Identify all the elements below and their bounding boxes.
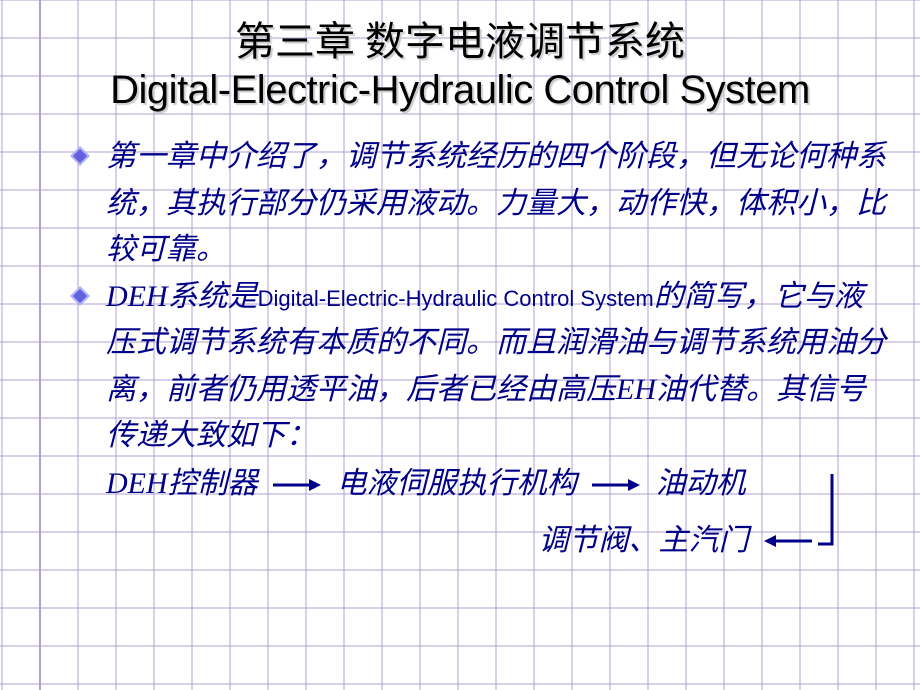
flow-node-servo: 电液伺服执行机构 (337, 461, 577, 508)
arrow-right-icon (590, 476, 642, 494)
title-en: Digital-Electric-Hydraulic Control Syste… (0, 66, 920, 114)
bullet-2: DEH系统是Digital-Electric-Hydraulic Control… (70, 274, 890, 460)
flow-row-2-wrap: 调节阀、主汽门 (70, 508, 890, 568)
flow-node-actuator: 油动机 (656, 461, 746, 508)
flow-node-deh: DEH控制器 (106, 461, 258, 508)
bullet-2-inline-en: Digital-Electric-Hydraulic Control Syste… (258, 286, 654, 311)
arrow-right-icon (271, 476, 323, 494)
flow-node-valve: 调节阀、主汽门 (539, 518, 749, 565)
diamond-bullet-icon (70, 286, 90, 306)
bullet-2-prefix: DEH系统是 (106, 280, 258, 313)
arrow-left-icon (762, 532, 814, 550)
bullet-1-text: 第一章中介绍了，调节系统经历的四个阶段，但无论何种系统，其执行部分仍采用液动。力… (106, 140, 886, 266)
flow-row-1: DEH控制器 电液伺服执行机构 油动机 (70, 460, 890, 508)
body-text: 第一章中介绍了，调节系统经历的四个阶段，但无论何种系统，其执行部分仍采用液动。力… (0, 124, 920, 568)
flow-row-2: 调节阀、主汽门 (539, 516, 821, 564)
diamond-bullet-icon (70, 146, 90, 166)
title-block: 第三章 数字电液调节系统 Digital-Electric-Hydraulic … (0, 0, 920, 124)
title-cn: 第三章 数字电液调节系统 (0, 18, 920, 66)
slide-content: 第三章 数字电液调节系统 Digital-Electric-Hydraulic … (0, 0, 920, 690)
bullet-1: 第一章中介绍了，调节系统经历的四个阶段，但无论何种系统，其执行部分仍采用液动。力… (70, 134, 890, 274)
